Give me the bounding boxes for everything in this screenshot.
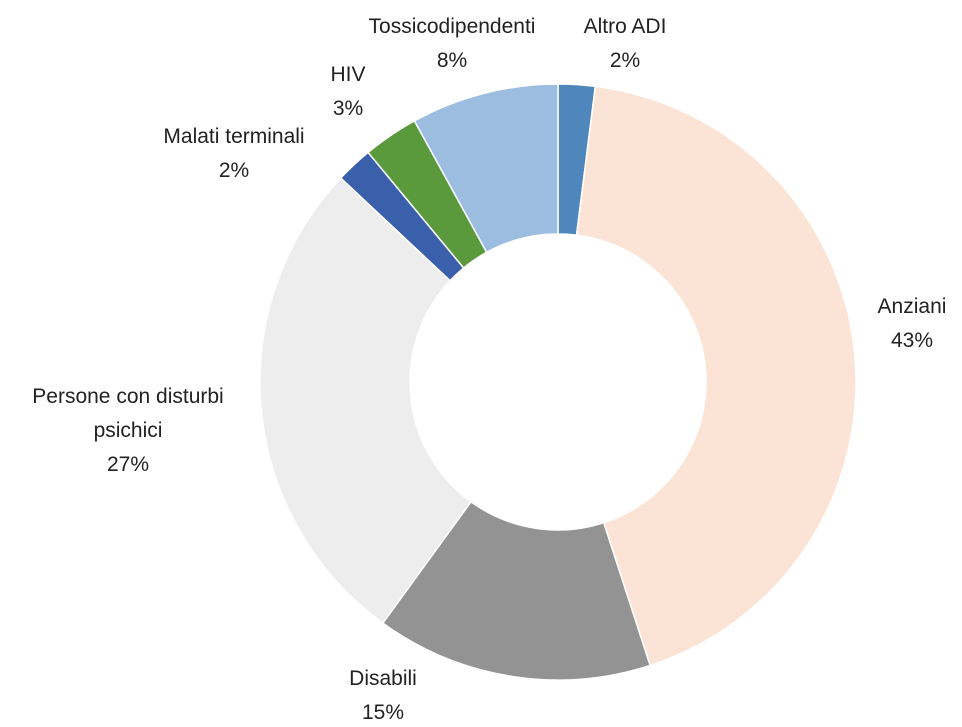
value-label: 15% (361, 701, 405, 724)
category-label: HIV (330, 63, 366, 86)
donut-slice (413, 83, 559, 254)
category-label: Altro ADI (583, 15, 667, 38)
category-label: Malati terminali (163, 125, 305, 148)
value-label: 3% (332, 97, 364, 120)
value-label: 27% (106, 453, 150, 476)
category-label: Persone con disturbi psichici (32, 385, 224, 442)
value-label: 8% (436, 49, 468, 72)
donut-slice (381, 500, 652, 681)
category-label: Anziani (877, 295, 947, 318)
donut-slice (259, 176, 473, 625)
donut-slice (575, 85, 857, 667)
value-label: 43% (890, 329, 934, 352)
value-label: 2% (218, 159, 250, 182)
category-label: Disabili (349, 667, 417, 690)
value-label: 2% (609, 49, 641, 72)
category-label: Tossicodipendenti (368, 15, 536, 38)
